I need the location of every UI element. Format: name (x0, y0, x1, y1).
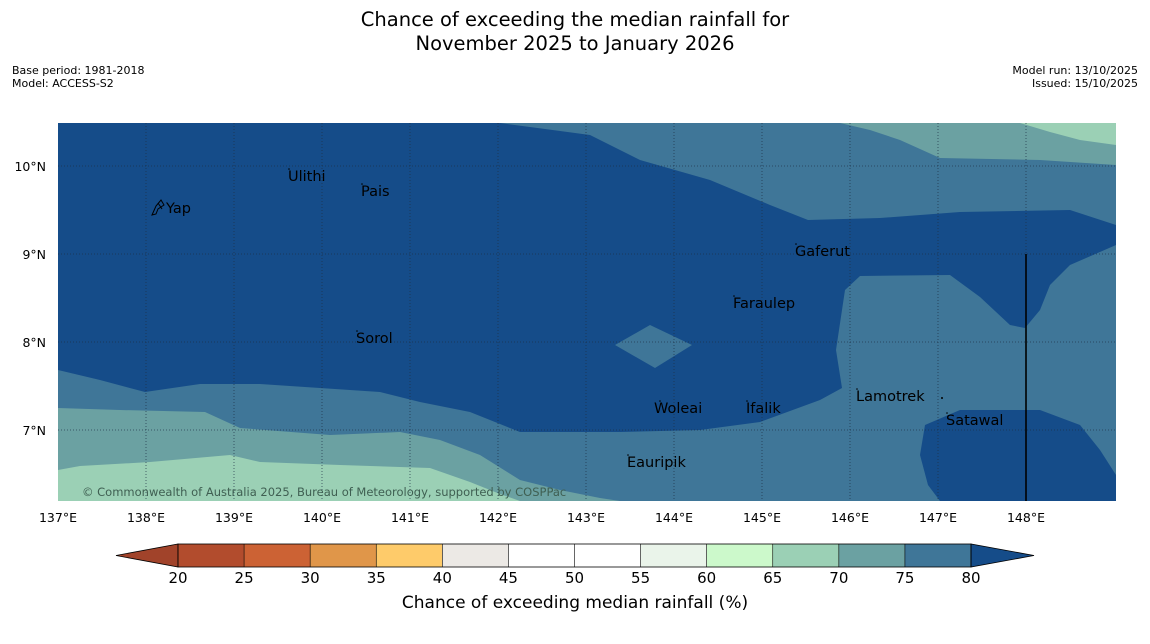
colorbar-cell (508, 544, 575, 567)
colorbar-tick-label: 40 (433, 569, 452, 587)
island-markers (288, 168, 948, 456)
band-75-edge-nub (1110, 295, 1116, 305)
colorbar-tick-label: 75 (895, 569, 914, 587)
place-woleai: Woleai (654, 401, 702, 417)
lat-label-10n: 10°N (14, 159, 46, 174)
colorbar-tick-labels: 20 25 30 35 40 45 50 55 60 65 70 75 80 (168, 569, 980, 587)
colorbar-cell (244, 544, 311, 567)
lon-label-143e: 143°E (567, 510, 605, 525)
yap-island-outline (151, 199, 165, 216)
colorbar-label: Chance of exceeding median rainfall (%) (401, 593, 749, 613)
place-lamotrek: Lamotrek (856, 389, 925, 405)
lon-label-147e: 147°E (919, 510, 957, 525)
colorbar-tick-label: 55 (631, 569, 650, 587)
base-info: Base period: 1981-2018 Model: ACCESS-S2 (12, 64, 145, 90)
colorbar-tick-label: 60 (697, 569, 716, 587)
lon-label-148e: 148°E (1007, 510, 1045, 525)
colorbar-cell (178, 544, 245, 567)
colorbar-tick-label: 50 (565, 569, 584, 587)
band-65 (58, 123, 1116, 501)
place-eauripik: Eauripik (627, 455, 686, 471)
colorbar-extend-high (970, 543, 1035, 568)
lon-label-145e: 145°E (743, 510, 781, 525)
colorbar-cell (376, 544, 443, 567)
colorbar-cell (574, 544, 641, 567)
place-yap: Yap (165, 201, 191, 217)
lon-label-141e: 141°E (391, 510, 429, 525)
place-ifalik: Ifalik (746, 401, 781, 417)
place-gaferut: Gaferut (795, 244, 850, 260)
colorbar-tick-label: 35 (367, 569, 386, 587)
title-line-2: November 2025 to January 2026 (415, 32, 735, 55)
band-75 (58, 123, 1116, 501)
colorbar-ticks (177, 544, 972, 567)
lon-label-139e: 139°E (215, 510, 253, 525)
lon-label-137e: 137°E (39, 510, 77, 525)
colorbar-tick-label: 65 (763, 569, 782, 587)
lon-label-140e: 140°E (303, 510, 341, 525)
colorbar-tick-label: 45 (499, 569, 518, 587)
model-run: Model run: 13/10/2025 (1012, 64, 1138, 77)
colorbar-cell (772, 544, 839, 567)
yap-island-detail (157, 202, 163, 210)
map-area: Yap Ulithi Pais Gaferut Faraulep Sorol L… (58, 123, 1116, 501)
lat-tick-labels: 10°N 9°N 8°N 7°N (14, 159, 46, 438)
colorbar-tick-label: 20 (168, 569, 187, 587)
lon-label-146e: 146°E (831, 510, 869, 525)
run-info: Model run: 13/10/2025 Issued: 15/10/2025 (1012, 64, 1138, 90)
colorbar-cells (115, 543, 1035, 568)
band-80-lower-right (920, 410, 1116, 501)
colorbar-cell (640, 544, 707, 567)
place-sorol: Sorol (356, 331, 393, 347)
colorbar-tick-label: 25 (235, 569, 254, 587)
lon-tick-labels: 137°E 138°E 139°E 140°E 141°E 142°E 143°… (39, 510, 1045, 525)
lon-label-138e: 138°E (127, 510, 165, 525)
lat-label-7n: 7°N (22, 423, 46, 438)
colorbar-cell (904, 544, 971, 567)
place-ulithi: Ulithi (288, 169, 326, 185)
place-pais: Pais (361, 184, 390, 200)
base-period: Base period: 1981-2018 (12, 64, 145, 77)
issued-date: Issued: 15/10/2025 (1031, 76, 1138, 90)
band-75-island (615, 325, 692, 368)
colorbar-tick-label: 30 (301, 569, 320, 587)
lon-label-144e: 144°E (655, 510, 693, 525)
colorbar-cell (706, 544, 773, 567)
lat-label-8n: 8°N (22, 335, 46, 350)
lon-label-142e: 142°E (479, 510, 517, 525)
colorbar-tick-label: 70 (829, 569, 848, 587)
model-name: Model: ACCESS-S2 (12, 76, 114, 90)
colorbar-cell (838, 544, 905, 567)
colorbar-extend-low (115, 543, 179, 568)
colorbar: 20 25 30 35 40 45 50 55 60 65 70 75 80 (115, 543, 1035, 587)
copyright-notice: © Commonwealth of Australia 2025, Bureau… (82, 485, 566, 499)
lat-label-9n: 9°N (22, 247, 46, 262)
colorbar-cell (310, 544, 377, 567)
title-line-1: Chance of exceeding the median rainfall … (360, 8, 790, 31)
place-faraulep: Faraulep (733, 296, 795, 312)
place-satawal: Satawal (946, 413, 1003, 429)
colorbar-cell (442, 544, 509, 567)
map-title: Chance of exceeding the median rainfall … (0, 8, 1150, 56)
colorbar-tick-label: 80 (961, 569, 980, 587)
